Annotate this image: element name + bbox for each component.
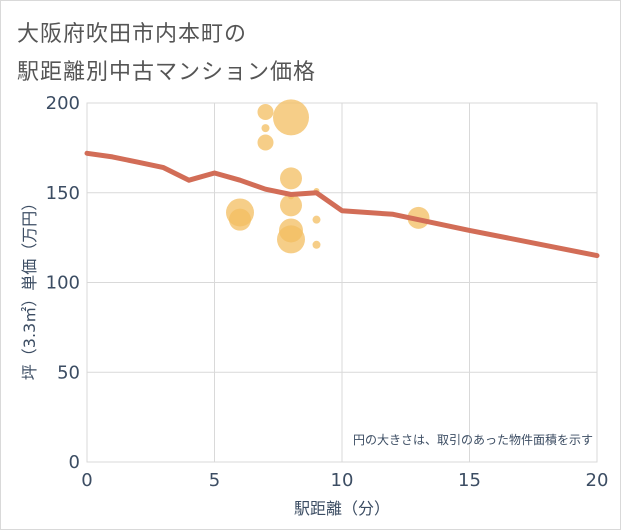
x-tick-label: 0 (81, 470, 92, 491)
x-tick-label: 10 (331, 470, 354, 491)
trend-line-series (84, 150, 600, 259)
bubble-point (257, 134, 274, 151)
bubble-point (229, 208, 251, 231)
trend-line (84, 150, 600, 259)
y-tick-label: 150 (46, 183, 80, 204)
bubble-point (261, 124, 270, 133)
x-tick-label: 5 (209, 470, 220, 491)
bubble-point (257, 103, 274, 120)
bubble-point (312, 240, 321, 249)
y-tick-label: 100 (46, 273, 80, 294)
bubble-size-note: 円の大きさは、取引のあった物件面積を示す (353, 432, 593, 447)
x-tick-label: 15 (458, 470, 481, 491)
grid (87, 103, 597, 462)
bubble-series (226, 99, 430, 254)
y-tick-label: 0 (69, 452, 80, 473)
x-axis-title: 駅距離（分） (294, 499, 390, 518)
bubble-point (280, 167, 302, 190)
x-tick-label: 20 (586, 470, 609, 491)
chart-title-line-1: 大阪府吹田市内本町の (17, 22, 248, 47)
chart-title-line-2: 駅距離別中古マンション価格 (17, 60, 317, 85)
bubble-point (273, 99, 309, 136)
bubble-point (277, 225, 305, 254)
y-tick-label: 200 (46, 93, 80, 114)
y-axis-title: 坪（3.3㎡）単価（万円） (20, 195, 39, 380)
y-tick-label: 50 (57, 362, 80, 383)
bubble-point (312, 215, 321, 224)
bubble-point (280, 194, 302, 217)
